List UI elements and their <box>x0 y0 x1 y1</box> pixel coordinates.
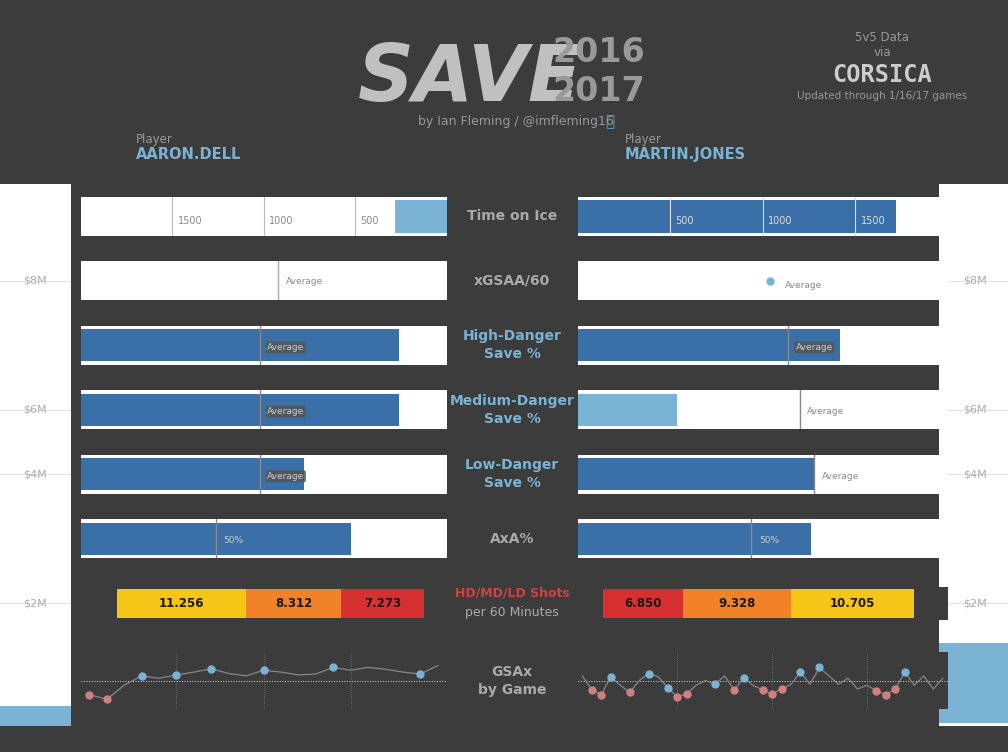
Text: 1500: 1500 <box>177 216 203 226</box>
Bar <box>81 523 352 555</box>
Bar <box>81 394 399 426</box>
Text: 2017: 2017 <box>552 75 645 108</box>
Text: Average: Average <box>267 408 304 417</box>
Text: 50%: 50% <box>224 536 244 545</box>
Text: AxA%: AxA% <box>490 532 534 546</box>
Text: 5v5 Data: 5v5 Data <box>855 31 909 44</box>
Text: Time on Ice: Time on Ice <box>467 210 557 223</box>
Text: Medium-Danger: Medium-Danger <box>450 394 575 408</box>
Text: Average: Average <box>267 343 304 352</box>
Bar <box>395 201 447 232</box>
Text: 🐦: 🐦 <box>605 114 614 129</box>
Text: by Ian Fleming / @imfleming16: by Ian Fleming / @imfleming16 <box>418 115 614 129</box>
Bar <box>578 394 677 426</box>
Bar <box>246 589 341 618</box>
Text: $2M: $2M <box>23 598 47 608</box>
Text: 8.312: 8.312 <box>275 596 312 610</box>
Text: Save %: Save % <box>484 476 540 490</box>
Text: $8M: $8M <box>23 276 47 286</box>
Bar <box>0 706 71 726</box>
Text: 9.328: 9.328 <box>718 596 755 610</box>
Text: CORSICA: CORSICA <box>833 63 931 87</box>
Text: HD/MD/LD Shots: HD/MD/LD Shots <box>455 587 570 600</box>
Text: GSAx: GSAx <box>492 665 532 678</box>
Text: Average: Average <box>285 277 323 287</box>
Text: 1000: 1000 <box>269 216 293 226</box>
Text: Average: Average <box>785 281 822 290</box>
Text: 1000: 1000 <box>768 216 792 226</box>
Text: SAVE: SAVE <box>358 41 582 117</box>
Text: 50%: 50% <box>759 536 779 545</box>
Text: $6M: $6M <box>23 405 47 415</box>
Text: $2M: $2M <box>963 598 987 608</box>
Bar <box>578 201 896 232</box>
Text: 11.256: 11.256 <box>159 596 205 610</box>
Text: $4M: $4M <box>23 469 47 479</box>
Bar <box>604 589 682 618</box>
Text: Average: Average <box>807 408 844 417</box>
Text: Average: Average <box>796 343 833 352</box>
Bar <box>117 589 246 618</box>
Text: $8M: $8M <box>963 276 987 286</box>
Text: Save %: Save % <box>484 412 540 426</box>
Text: Average: Average <box>822 472 859 481</box>
Text: Updated through 1/16/17 games: Updated through 1/16/17 games <box>797 91 967 102</box>
Text: Player: Player <box>625 132 662 146</box>
Text: 7.273: 7.273 <box>364 596 401 610</box>
Text: xGSAA/60: xGSAA/60 <box>474 274 550 288</box>
Bar <box>939 643 1008 723</box>
Bar <box>790 589 914 618</box>
Bar <box>578 458 814 490</box>
Text: by Game: by Game <box>478 683 546 696</box>
Bar <box>81 329 399 362</box>
Text: MARTIN.JONES: MARTIN.JONES <box>625 147 746 162</box>
Text: 500: 500 <box>675 216 695 226</box>
Text: 1500: 1500 <box>861 216 885 226</box>
Text: Player: Player <box>136 132 173 146</box>
Bar <box>578 523 810 555</box>
Text: Average: Average <box>267 472 304 481</box>
Text: 10.705: 10.705 <box>830 596 875 610</box>
Bar <box>578 329 841 362</box>
Text: AARON.DELL: AARON.DELL <box>136 147 242 162</box>
Bar <box>682 589 790 618</box>
Text: 500: 500 <box>361 216 379 226</box>
Bar <box>81 458 303 490</box>
Text: Save %: Save % <box>484 347 540 362</box>
Bar <box>341 589 424 618</box>
Text: per 60 Minutes: per 60 Minutes <box>465 605 559 619</box>
Text: 6.850: 6.850 <box>624 596 662 610</box>
Text: via: via <box>873 46 891 59</box>
Text: $6M: $6M <box>963 405 987 415</box>
Text: Low-Danger: Low-Danger <box>465 458 559 472</box>
Text: 2016: 2016 <box>552 36 645 69</box>
Text: High-Danger: High-Danger <box>463 329 561 344</box>
Text: $4M: $4M <box>963 469 987 479</box>
